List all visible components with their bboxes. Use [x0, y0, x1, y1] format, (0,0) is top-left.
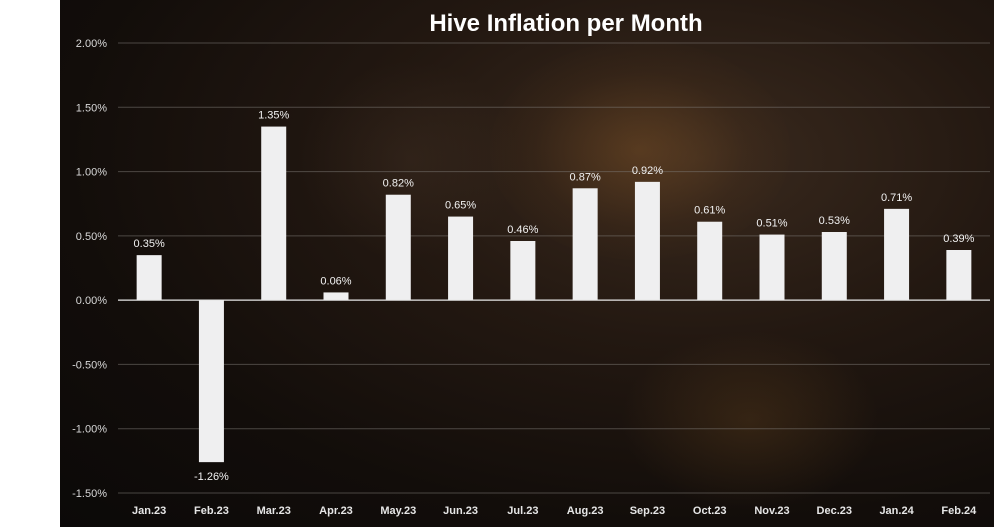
x-tick-label: Dec.23 — [817, 505, 852, 517]
data-label: 0.39% — [943, 233, 974, 245]
bar-nov-23 — [759, 234, 785, 301]
y-tick-label: -1.00% — [72, 424, 107, 436]
x-tick-label: Nov.23 — [754, 505, 789, 517]
data-label: 0.65% — [445, 200, 476, 212]
y-tick-label: -1.50% — [72, 488, 107, 500]
data-label: 0.53% — [819, 215, 850, 227]
y-tick-label: 0.50% — [76, 231, 107, 243]
y-tick-label: -0.50% — [72, 359, 107, 371]
bar-jul-23 — [510, 241, 536, 301]
bar-dec-23 — [821, 232, 847, 301]
y-tick-label: 0.00% — [76, 295, 107, 307]
data-label: 0.92% — [632, 165, 663, 177]
bar-apr-23 — [323, 292, 349, 301]
y-tick-label: 2.00% — [76, 38, 107, 50]
x-tick-label: May.23 — [380, 505, 416, 517]
gridlines — [118, 42, 990, 494]
data-label: 0.51% — [756, 218, 787, 230]
bar-jun-23 — [448, 216, 474, 301]
data-label: 0.06% — [320, 275, 351, 287]
data-labels: 0.35% -1.26% 1.35% 0.06% 0.82% 0.65% 0.46% 0.87… — [134, 110, 975, 484]
x-tick-label: Jul.23 — [507, 505, 538, 517]
background-glow — [620, 330, 880, 510]
x-tick-label: Sep.23 — [630, 505, 665, 517]
x-tick-label: Jan.24 — [879, 505, 914, 517]
x-tick-label: Aug.23 — [567, 505, 604, 517]
x-tick-label: Jun.23 — [443, 505, 478, 517]
data-label: 0.82% — [383, 178, 414, 190]
y-tick-label: 1.00% — [76, 167, 107, 179]
x-tick-label: Apr.23 — [319, 505, 353, 517]
bar-oct-23 — [697, 221, 723, 301]
y-tick-label: 1.50% — [76, 102, 107, 114]
x-tick-label: Mar.23 — [257, 505, 291, 517]
data-label: 0.61% — [694, 205, 725, 217]
bar-mar-23 — [261, 126, 287, 301]
chart-title: Hive Inflation per Month — [429, 10, 702, 37]
bar-jan-23 — [136, 255, 162, 301]
data-label: -1.26% — [194, 471, 229, 483]
bar-jan-24 — [884, 208, 910, 301]
data-label: 0.71% — [881, 192, 912, 204]
x-axis-ticks: Jan.23 Feb.23 Mar.23 Apr.23 May.23 Jun.23 Jul.… — [132, 505, 977, 517]
y-axis-ticks: 2.00% 1.50% 1.00% 0.50% 0.00% -0.50% -1.00% -1.… — [72, 38, 107, 500]
x-tick-label: Feb.23 — [194, 505, 229, 517]
x-tick-label: Oct.23 — [693, 505, 727, 517]
data-label: 0.46% — [507, 224, 538, 236]
bar-aug-23 — [572, 188, 598, 301]
data-label: 0.35% — [134, 238, 165, 250]
data-label: 0.87% — [570, 171, 601, 183]
bar-sep-23 — [634, 181, 660, 301]
bar-feb-23 — [198, 300, 224, 463]
x-tick-label: Jan.23 — [132, 505, 166, 517]
bar-feb-24 — [946, 250, 972, 301]
bars — [136, 126, 972, 463]
x-tick-label: Feb.24 — [941, 505, 977, 517]
bar-may-23 — [385, 194, 411, 301]
data-label: 1.35% — [258, 110, 289, 122]
